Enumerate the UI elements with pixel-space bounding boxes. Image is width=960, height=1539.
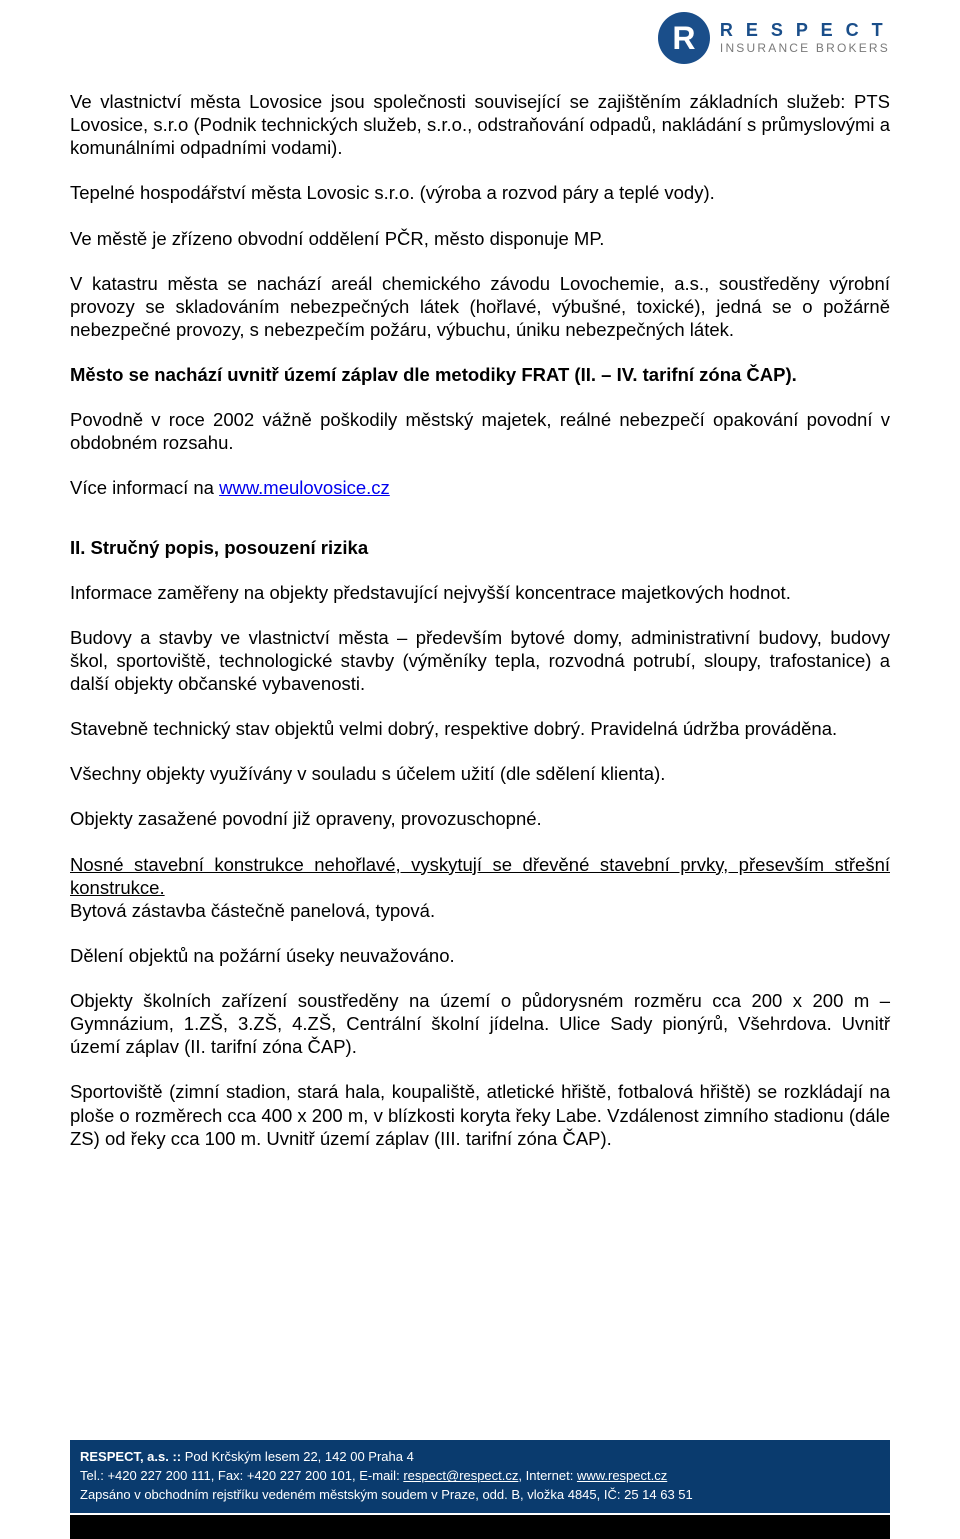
paragraph: Ve městě je zřízeno obvodní oddělení PČR… [70, 227, 890, 250]
document-page: R R E S P E C T INSURANCE BROKERS Ve vla… [0, 0, 960, 1539]
footer-contact-prefix: Tel.: +420 227 200 111, Fax: +420 227 20… [80, 1468, 403, 1483]
logo-title: R E S P E C T [720, 21, 890, 40]
page-footer: RESPECT, a.s. :: Pod Krčským lesem 22, 1… [70, 1440, 890, 1513]
footer-line-3: Zapsáno v obchodním rejstříku vedeném mě… [80, 1486, 880, 1505]
footer-address: Pod Krčským lesem 22, 142 00 Praha 4 [181, 1449, 414, 1464]
paragraph: Objekty zasažené povodní již opraveny, p… [70, 807, 890, 830]
logo-letter: R [672, 20, 695, 57]
logo-mark: R [658, 12, 710, 64]
document-body: Ve vlastnictví města Lovosice jsou spole… [70, 0, 890, 1150]
footer-contact-mid: , Internet: [518, 1468, 577, 1483]
footer-black-bar [70, 1515, 890, 1539]
logo-text: R E S P E C T INSURANCE BROKERS [720, 21, 890, 54]
paragraph: Bytová zástavba částečně panelová, typov… [70, 899, 890, 922]
logo-subtitle: INSURANCE BROKERS [720, 42, 890, 55]
paragraph: Více informací na www.meulovosice.cz [70, 476, 890, 499]
paragraph: Budovy a stavby ve vlastnictví města – p… [70, 626, 890, 695]
underlined-text: Nosné stavební konstrukce nehořlavé, vys… [70, 854, 890, 898]
section-heading: II. Stručný popis, posouzení rizika [70, 536, 890, 559]
footer-line-2: Tel.: +420 227 200 111, Fax: +420 227 20… [80, 1467, 880, 1486]
footer-email-link[interactable]: respect@respect.cz [403, 1468, 518, 1483]
text: Více informací na [70, 477, 219, 498]
paragraph: Informace zaměřeny na objekty představuj… [70, 581, 890, 604]
footer-line-1: RESPECT, a.s. :: Pod Krčským lesem 22, 1… [80, 1448, 880, 1467]
paragraph: Nosné stavební konstrukce nehořlavé, vys… [70, 853, 890, 899]
paragraph: V katastru města se nachází areál chemic… [70, 272, 890, 341]
footer-company: RESPECT, a.s. :: [80, 1449, 181, 1464]
paragraph: Všechny objekty využívány v souladu s úč… [70, 762, 890, 785]
paragraph: Ve vlastnictví města Lovosice jsou spole… [70, 90, 890, 159]
link-meulovosice[interactable]: www.meulovosice.cz [219, 477, 390, 498]
footer-web-link[interactable]: www.respect.cz [577, 1468, 667, 1483]
paragraph-emphasis: Město se nachází uvnitř území záplav dle… [70, 363, 890, 386]
paragraph: Povodně v roce 2002 vážně poškodily měst… [70, 408, 890, 454]
paragraph: Stavebně technický stav objektů velmi do… [70, 717, 890, 740]
paragraph: Sportoviště (zimní stadion, stará hala, … [70, 1080, 890, 1149]
paragraph: Tepelné hospodářství města Lovosic s.r.o… [70, 181, 890, 204]
paragraph: Dělení objektů na požární úseky neuvažov… [70, 944, 890, 967]
paragraph: Objekty školních zařízení soustředěny na… [70, 989, 890, 1058]
company-logo: R R E S P E C T INSURANCE BROKERS [658, 12, 890, 64]
